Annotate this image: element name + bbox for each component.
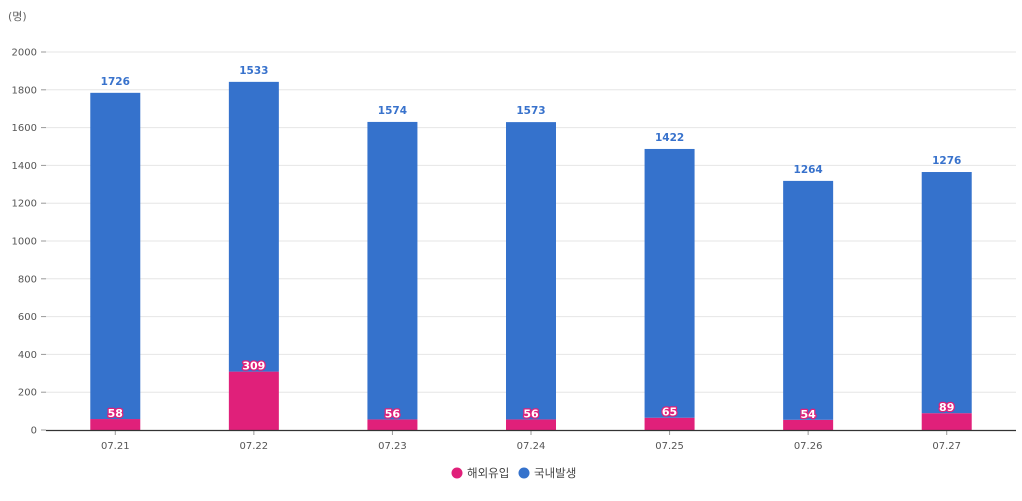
legend-label-domestic: 국내발생	[534, 466, 576, 480]
data-label-overseas: 56	[523, 407, 539, 420]
bar-domestic	[644, 148, 695, 418]
y-tick-label: 1000	[12, 237, 37, 248]
bar-overseas	[367, 419, 418, 430]
y-tick-label: 200	[18, 388, 37, 399]
bar-overseas	[228, 371, 279, 430]
y-tick-label: 400	[18, 350, 37, 361]
data-label-overseas: 65	[662, 406, 677, 419]
data-label-domestic: 1422	[655, 132, 684, 144]
data-label-overseas: 89	[939, 401, 954, 414]
bar-overseas	[506, 419, 556, 430]
x-axis-ticks: 07.21 07.22 07.23 07.24 07.25 07.26 07.27	[101, 430, 961, 452]
y-tick-label: 800	[18, 274, 37, 285]
bars	[90, 81, 972, 430]
y-tick-label: 2000	[12, 48, 37, 59]
y-tick-label: 1200	[12, 199, 37, 210]
bar-overseas	[90, 419, 141, 430]
data-label-domestic: 1264	[794, 164, 823, 176]
y-tick-label: 1600	[12, 123, 37, 134]
x-tick-label: 07.25	[655, 441, 684, 452]
x-tick-label: 07.27	[932, 441, 961, 452]
data-label-domestic: 1726	[101, 76, 130, 88]
bar-overseas	[644, 417, 695, 430]
bar-overseas	[783, 419, 834, 430]
data-label-overseas: 54	[800, 408, 816, 421]
data-label-overseas: 56	[385, 407, 401, 420]
legend-marker-domestic	[518, 467, 530, 479]
y-tick-label: 600	[18, 312, 37, 323]
data-label-domestic: 1574	[378, 105, 407, 117]
legend: 해외유입 국내발생	[451, 466, 576, 480]
y-axis-unit-label: (명)	[8, 10, 27, 23]
legend-marker-overseas	[451, 467, 463, 479]
data-label-domestic: 1276	[932, 155, 961, 167]
y-tick-label: 1800	[12, 85, 37, 96]
y-tick-label: 1400	[12, 161, 37, 172]
data-label-overseas: 309	[242, 360, 265, 373]
legend-label-overseas: 해외유입	[467, 466, 509, 480]
x-tick-label: 07.21	[101, 441, 130, 452]
bar-overseas	[921, 413, 972, 430]
x-tick-label: 07.26	[794, 441, 823, 452]
bar-domestic	[90, 92, 141, 420]
bar-domestic	[228, 81, 279, 372]
bar-domestic	[783, 180, 834, 420]
bar-domestic	[367, 121, 418, 420]
data-label-overseas: 58	[108, 407, 123, 420]
x-tick-label: 07.22	[240, 441, 269, 452]
x-tick-label: 07.23	[378, 441, 407, 452]
y-tick-label: 0	[31, 426, 37, 437]
bar-domestic	[921, 172, 972, 414]
data-labels: 1726 58 1533 309 1574 56 1573 56 1422 65 1264 54 127…	[101, 65, 962, 422]
data-label-domestic: 1533	[239, 65, 268, 77]
x-tick-label: 07.24	[517, 441, 546, 452]
data-label-domestic: 1573	[516, 105, 545, 117]
y-axis-ticks: 0 200 400 600 800 1000 1200 1400 1600 1800 2000	[12, 48, 46, 437]
bar-domestic	[506, 122, 556, 420]
